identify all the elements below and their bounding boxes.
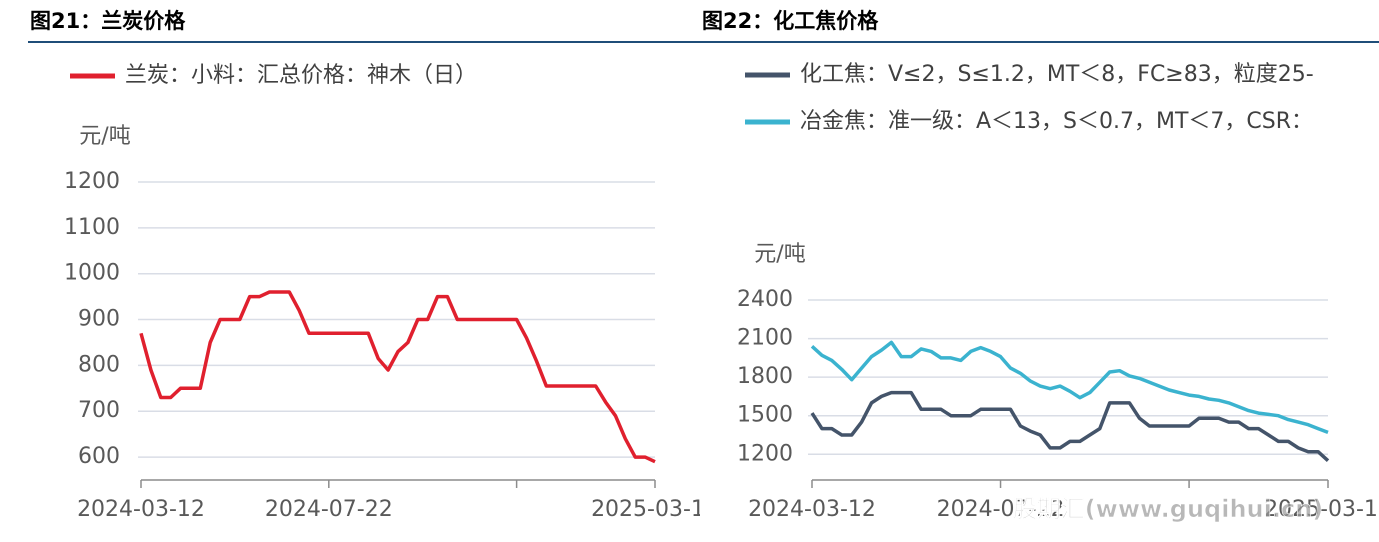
y-tick-label: 1200 [737,441,793,466]
y-tick-label: 1800 [737,364,793,389]
y-tick-label: 1200 [64,169,120,194]
x-tick-label: 2024-07-22 [265,497,393,522]
y-axis-label: 元/吨 [79,124,130,149]
watermark: 股期汇(www.guqihui.cn) [1013,495,1324,523]
y-tick-label: 1500 [737,403,793,428]
x-tick-label: 2025-03-12 [1264,497,1379,522]
x-tick-label: 2024-03-12 [748,497,876,522]
y-tick-label: 900 [78,307,120,332]
legend-label: 冶金焦：准一级：A＜13，S＜0.7，MT＜7，CSR： [800,109,1313,134]
chart-title: 图22：化工焦价格 [702,9,879,33]
legend-label: 化工焦：V≤2，S≤1.2，MT＜8，FC≥83，粒度25- [800,62,1314,87]
y-tick-label: 1100 [64,215,120,240]
y-tick-label: 800 [78,352,120,377]
y-axis-label: 元/吨 [754,242,805,267]
x-tick-label: 2025-03-12 [591,497,719,522]
legend-label: 兰炭：小料：汇总价格：神木（日） [125,63,477,88]
series-line [810,390,1330,462]
y-tick-label: 2400 [737,287,793,312]
y-tick-label: 700 [78,398,120,423]
x-tick-label: 2024-03-12 [77,497,205,522]
y-tick-label: 1000 [64,261,120,286]
chart-title: 图21：兰炭价格 [30,9,186,33]
series-line [810,340,1329,435]
series-line [139,290,656,464]
x-tick-label: 2024-07-22 [937,497,1065,522]
y-tick-label: 600 [78,444,120,469]
y-tick-label: 2100 [737,326,793,351]
